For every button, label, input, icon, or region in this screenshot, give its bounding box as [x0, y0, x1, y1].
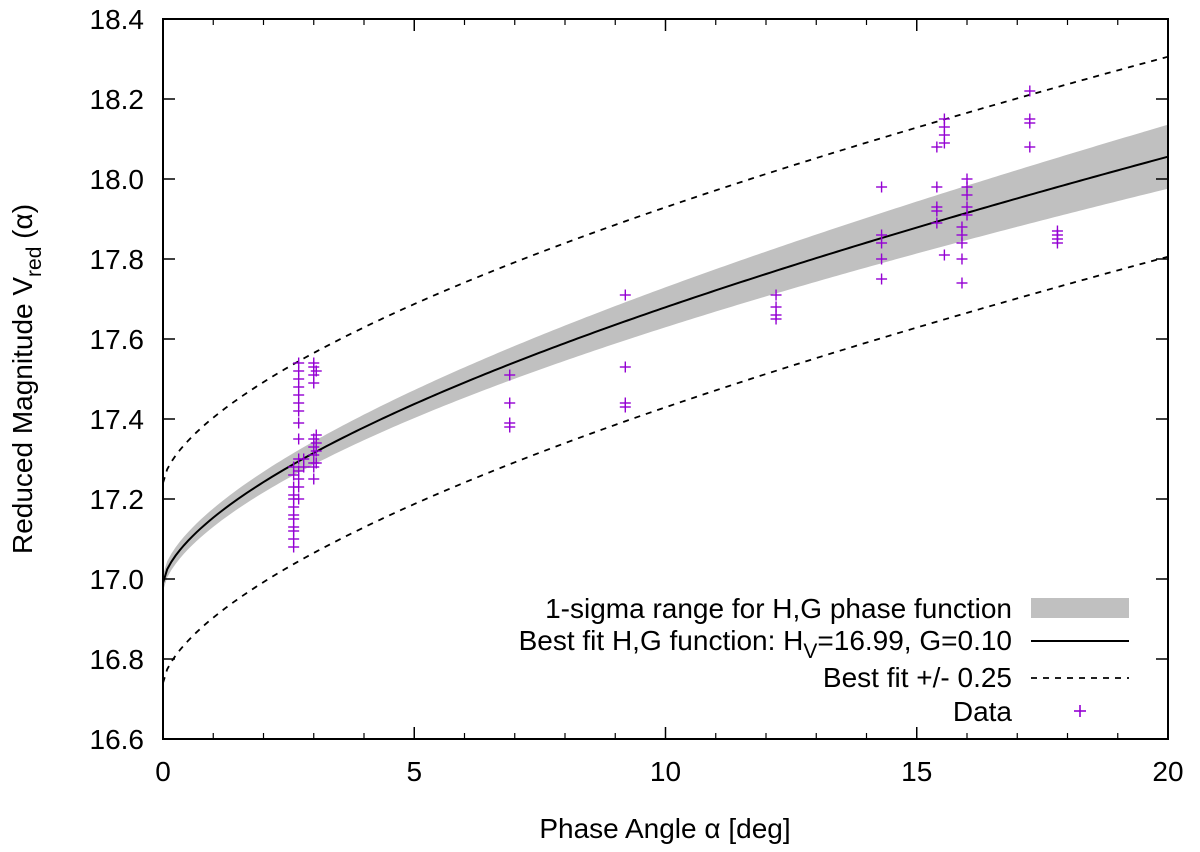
- data-point: [1024, 85, 1036, 97]
- data-point: [298, 453, 310, 465]
- legend-fit-label-sub: V: [803, 640, 817, 663]
- y-axis-title: Reduced Magnitude Vred (α): [7, 204, 46, 554]
- x-tick-label: 5: [406, 756, 422, 787]
- y-tick-label: 17.4: [90, 404, 145, 435]
- data-point: [308, 473, 320, 485]
- data-point: [504, 369, 516, 381]
- data-point: [293, 357, 305, 369]
- legend-band-label: 1-sigma range for H,G phase function: [545, 593, 1012, 624]
- data-point: [619, 397, 631, 409]
- y-axis-title-prefix: Reduced Magnitude V: [7, 277, 38, 554]
- x-tick-label: 0: [155, 756, 171, 787]
- x-tick-label: 15: [901, 756, 932, 787]
- x-tick-label: 10: [650, 756, 681, 787]
- data-point: [310, 457, 322, 469]
- data-point: [931, 181, 943, 193]
- y-tick-label: 16.8: [90, 644, 145, 675]
- data-point: [931, 201, 943, 213]
- data-point: [1051, 225, 1063, 237]
- data-point: [504, 397, 516, 409]
- y-axis-title-suffix: (α): [7, 204, 38, 247]
- y-tick-label: 18.4: [90, 4, 145, 35]
- data-point: [619, 289, 631, 301]
- data-point: [876, 229, 888, 241]
- data-point: [1024, 141, 1036, 153]
- y-tick-label: 17.2: [90, 484, 145, 515]
- y-tick-label: 16.6: [90, 724, 145, 755]
- best-fit-curve: [162, 155, 1169, 584]
- x-axis-title: Phase Angle α [deg]: [539, 813, 790, 844]
- data-point: [770, 301, 782, 313]
- data-point: [876, 181, 888, 193]
- legend-fit-label: Best fit H,G function: HV=16.99, G=0.10: [519, 625, 1012, 663]
- y-tick-label: 17.8: [90, 244, 145, 275]
- legend-offset-label: Best fit +/- 0.25: [823, 662, 1012, 693]
- data-point: [619, 361, 631, 373]
- sigma-band-layer: [163, 124, 1168, 591]
- data-point: [938, 113, 950, 125]
- data-points-layer: [288, 85, 1063, 553]
- data-point: [938, 249, 950, 261]
- y-tick-label: 18.0: [90, 164, 145, 195]
- legend-fit-label-prefix: Best fit H,G function: H: [519, 625, 804, 656]
- y-axis-title-sub: red: [23, 247, 46, 277]
- data-point: [504, 417, 516, 429]
- y-tick-label: 17.6: [90, 324, 145, 355]
- data-point: [770, 289, 782, 301]
- data-point: [961, 173, 973, 185]
- data-point: [956, 221, 968, 233]
- data-point: [293, 433, 305, 445]
- y-tick-label: 17.0: [90, 564, 145, 595]
- legend-fit-label-suffix: =16.99, G=0.10: [817, 625, 1012, 656]
- data-point: [293, 493, 305, 505]
- data-point: [876, 253, 888, 265]
- data-point: [876, 273, 888, 285]
- data-point: [931, 141, 943, 153]
- curve-layer: [162, 55, 1169, 684]
- ticks-layer: 0 5 10 15 20 16.6 16.8 17.0 17.2 17.4 17.6 17.8 18.0…: [90, 4, 1184, 787]
- legend-band-swatch: [1031, 598, 1129, 618]
- data-point: [961, 201, 973, 213]
- data-point: [931, 217, 943, 229]
- x-tick-label: 20: [1152, 756, 1183, 787]
- data-point: [956, 277, 968, 289]
- y-tick-label: 18.2: [90, 84, 145, 115]
- data-point: [956, 253, 968, 265]
- data-point: [310, 429, 322, 441]
- sigma-range-band: [163, 124, 1168, 591]
- data-point: [293, 417, 305, 429]
- legend-data-label: Data: [953, 696, 1013, 727]
- data-point: [310, 365, 322, 377]
- legend: 1-sigma range for H,G phase function Bes…: [519, 593, 1129, 727]
- legend-data-marker: [1074, 705, 1086, 717]
- data-point: [308, 357, 320, 369]
- data-point: [1024, 113, 1036, 125]
